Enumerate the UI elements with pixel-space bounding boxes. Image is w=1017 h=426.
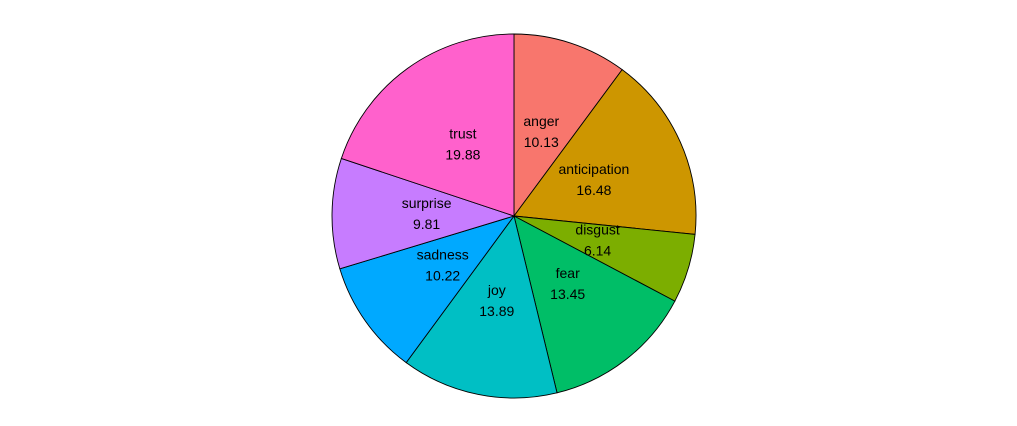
pie-slice-anger (513, 33, 623, 218)
pie-label-category: anticipation (558, 161, 629, 177)
pie-label-value: 13.45 (550, 286, 585, 302)
pie-label-category: anger (523, 113, 559, 129)
pie-label-category: surprise (402, 195, 452, 211)
pie-label-value: 13.89 (479, 303, 514, 319)
pie-slice-joy (405, 214, 558, 399)
pie-label-category: fear (556, 265, 580, 281)
pie-slice-sadness (339, 215, 516, 364)
pie-label-value: 9.81 (413, 216, 440, 232)
pie-slice-surprise (331, 157, 516, 270)
pie-slice-anticipation (513, 69, 697, 235)
pie-label-value: 6.14 (584, 243, 611, 259)
pie-label-category: joy (487, 282, 506, 298)
pie-label-category: trust (449, 125, 476, 141)
pie-label-category: disgust (575, 222, 619, 238)
pie-label-value: 10.22 (425, 268, 460, 284)
pie-labels: anger 10.13 anticipation 16.48 disgust 6.14fe… (402, 113, 630, 319)
pie-label-category: sadness (417, 247, 469, 263)
pie-slices (331, 33, 697, 399)
pie-slice-trust (340, 33, 515, 217)
pie-label-value: 16.48 (576, 182, 611, 198)
pie-slice-fear (513, 215, 676, 394)
pie-label-value: 10.13 (524, 134, 559, 150)
pie-label-value: 19.88 (445, 146, 480, 162)
